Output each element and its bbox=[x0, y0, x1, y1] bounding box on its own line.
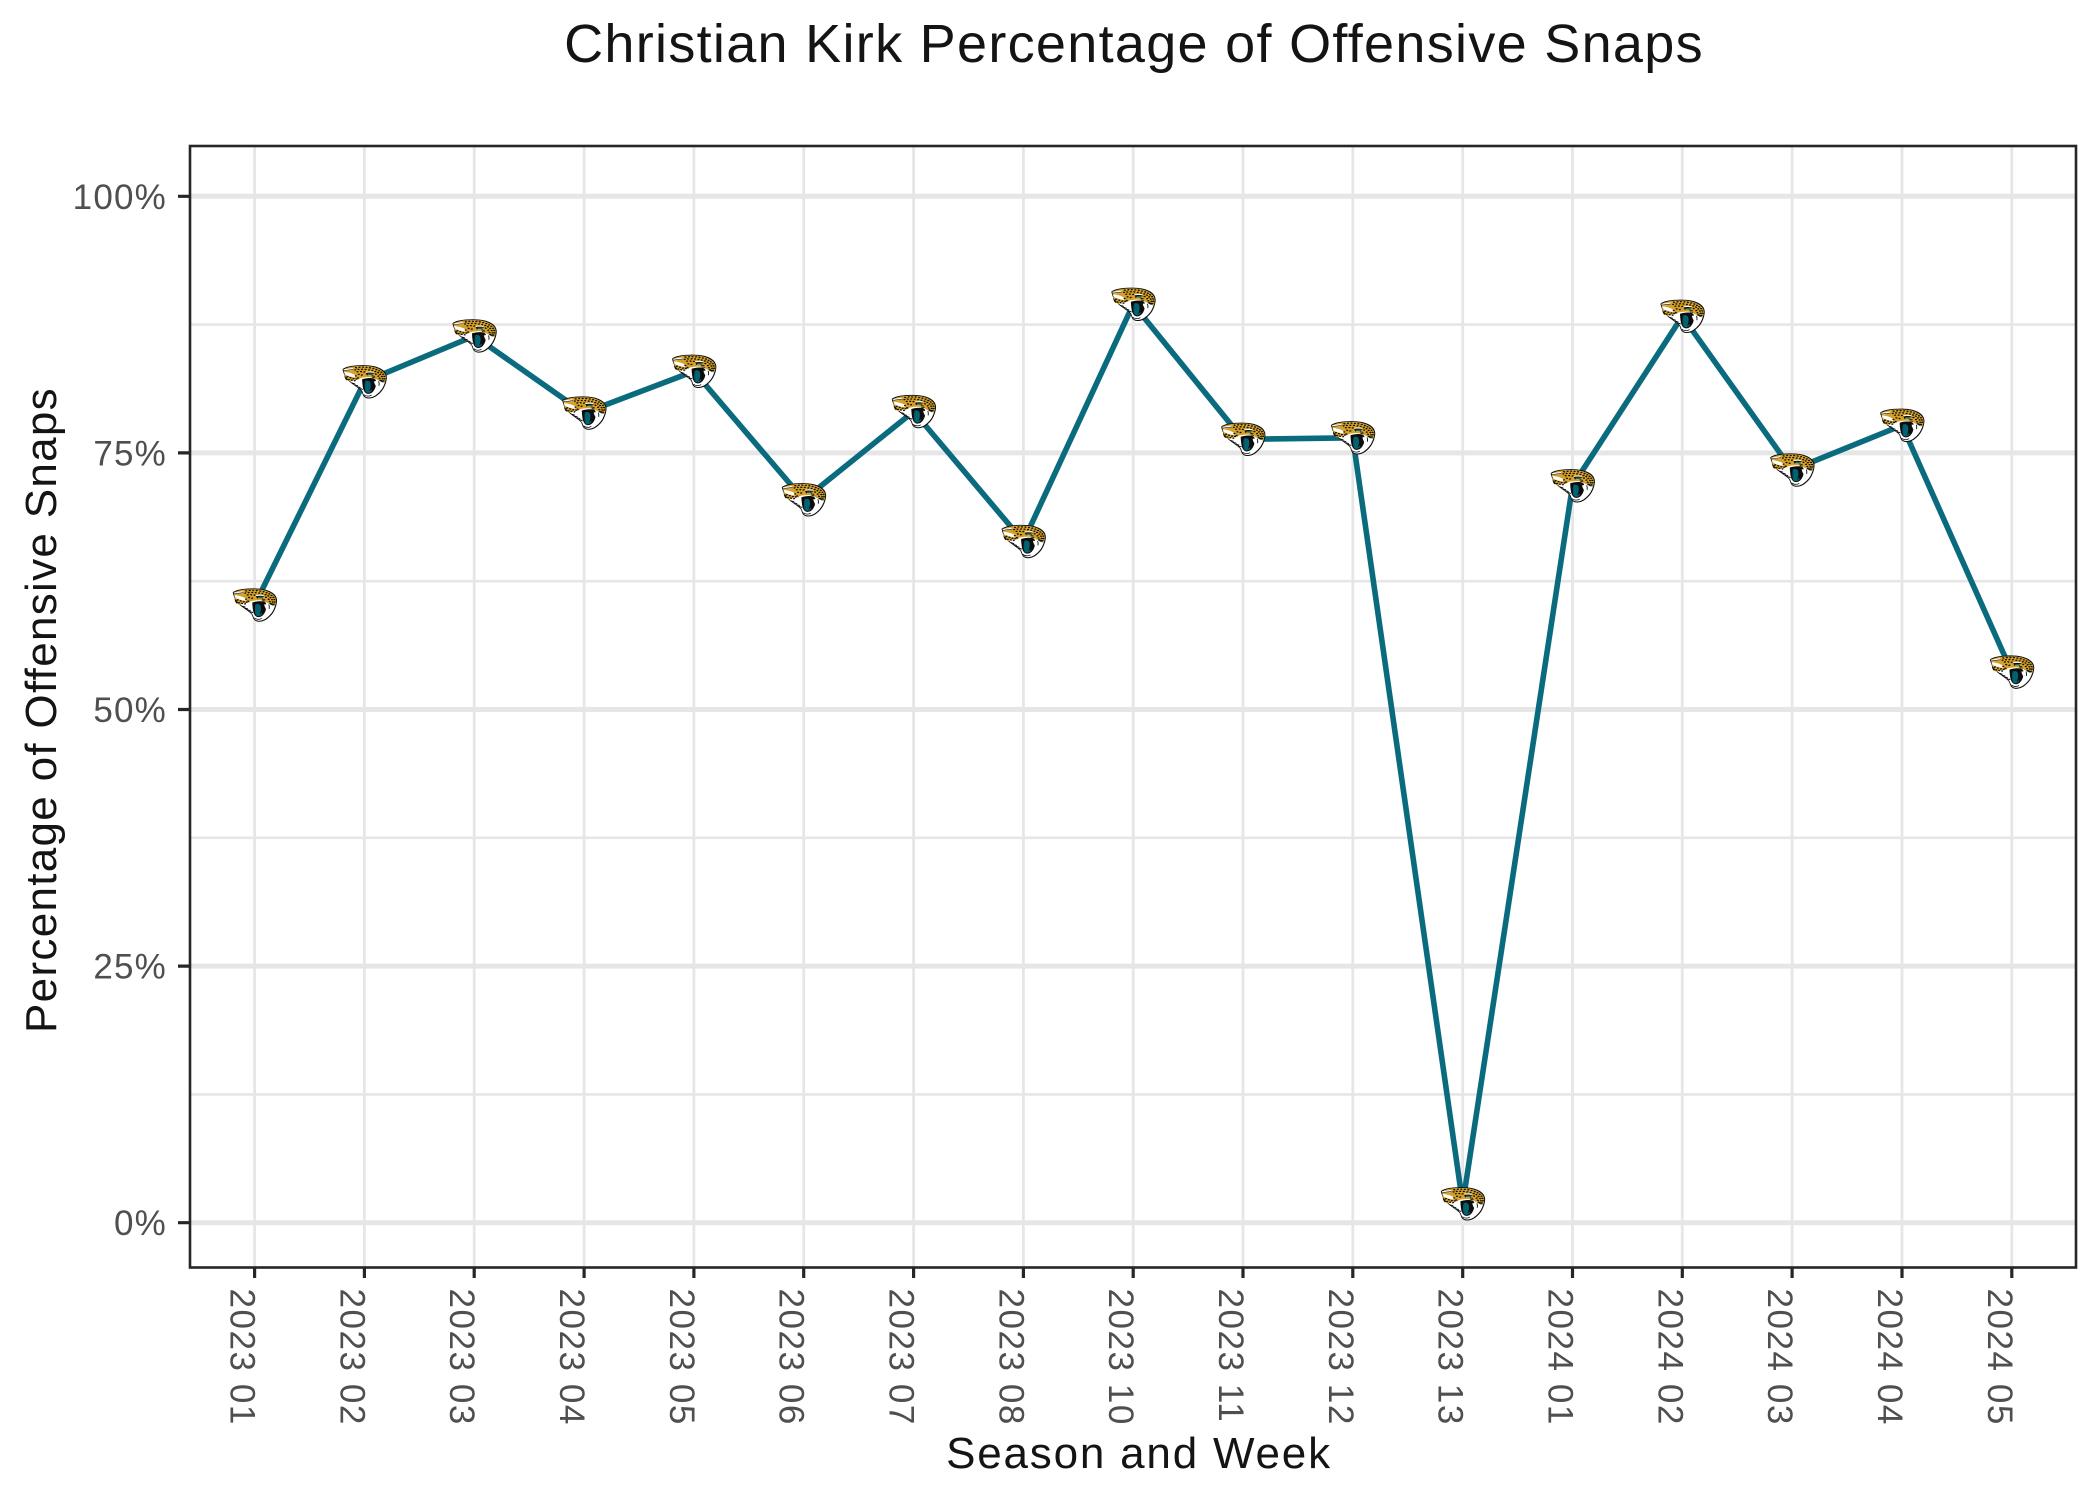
svg-text:Percentage of Offensive Snaps: Percentage of Offensive Snaps bbox=[17, 387, 66, 1033]
svg-text:2024 02: 2024 02 bbox=[1650, 1289, 1689, 1426]
svg-text:2023 06: 2023 06 bbox=[772, 1289, 811, 1426]
svg-text:2023 13: 2023 13 bbox=[1431, 1289, 1470, 1426]
svg-text:Christian Kirk Percentage of O: Christian Kirk Percentage of Offensive S… bbox=[564, 14, 1704, 74]
svg-text:Season and Week: Season and Week bbox=[946, 1429, 1332, 1478]
svg-text:2023 03: 2023 03 bbox=[442, 1289, 481, 1426]
svg-text:25%: 25% bbox=[93, 948, 167, 987]
svg-text:2024 05: 2024 05 bbox=[1980, 1289, 2019, 1426]
svg-text:50%: 50% bbox=[93, 691, 167, 730]
svg-text:2024 01: 2024 01 bbox=[1541, 1289, 1580, 1426]
svg-text:2023 11: 2023 11 bbox=[1211, 1289, 1250, 1424]
svg-text:2023 05: 2023 05 bbox=[662, 1289, 701, 1426]
svg-text:2023 02: 2023 02 bbox=[332, 1289, 371, 1426]
svg-text:100%: 100% bbox=[73, 178, 167, 217]
svg-text:75%: 75% bbox=[93, 434, 167, 473]
svg-text:0%: 0% bbox=[114, 1204, 167, 1243]
svg-text:2023 04: 2023 04 bbox=[552, 1289, 591, 1426]
svg-text:2024 04: 2024 04 bbox=[1870, 1289, 1909, 1426]
svg-text:2024 03: 2024 03 bbox=[1760, 1289, 1799, 1426]
svg-text:2023 01: 2023 01 bbox=[223, 1289, 262, 1426]
svg-text:2023 08: 2023 08 bbox=[991, 1289, 1030, 1426]
svg-text:2023 12: 2023 12 bbox=[1321, 1289, 1360, 1426]
svg-text:2023 07: 2023 07 bbox=[882, 1289, 921, 1426]
svg-text:2023 10: 2023 10 bbox=[1101, 1289, 1140, 1426]
